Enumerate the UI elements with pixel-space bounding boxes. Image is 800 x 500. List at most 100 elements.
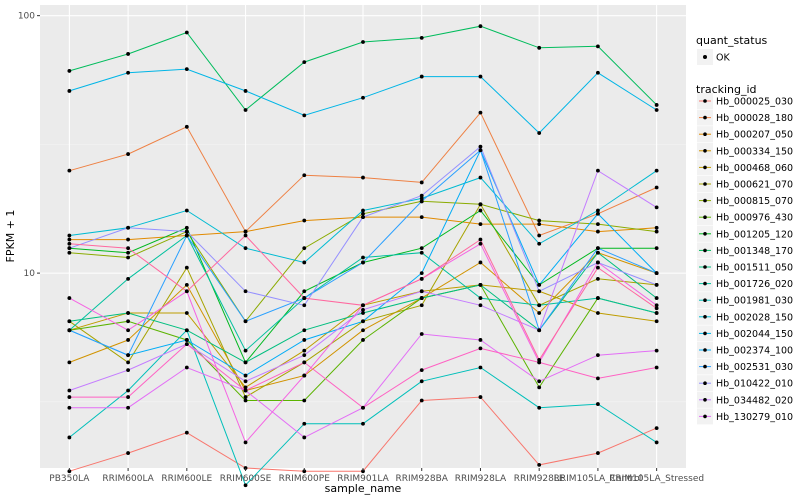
data-point bbox=[478, 144, 483, 149]
data-point bbox=[184, 124, 189, 129]
series-points bbox=[67, 24, 659, 488]
data-point bbox=[243, 379, 248, 384]
data-point bbox=[654, 185, 659, 190]
data-point bbox=[537, 311, 542, 315]
data-point bbox=[243, 388, 248, 393]
data-point bbox=[478, 346, 483, 351]
legend-point-key bbox=[703, 55, 707, 59]
data-point bbox=[478, 208, 483, 213]
data-point bbox=[654, 306, 659, 311]
x-tick-label: RRIM928BA bbox=[396, 474, 449, 484]
data-point bbox=[654, 282, 659, 287]
legend-point-key bbox=[703, 265, 707, 269]
data-point bbox=[126, 276, 130, 281]
data-point bbox=[419, 250, 424, 255]
data-point bbox=[302, 246, 307, 251]
data-point bbox=[654, 205, 659, 210]
legend-series-label: Hb_000207_050 bbox=[716, 130, 793, 141]
data-point bbox=[302, 218, 307, 223]
legend-series-label: Hb_001511_050 bbox=[716, 263, 793, 274]
x-axis-title: sample_name bbox=[325, 482, 402, 495]
legend-quant-label: OK bbox=[716, 53, 730, 64]
legend-series-label: Hb_130279_010 bbox=[716, 412, 793, 423]
data-point bbox=[537, 328, 542, 333]
data-point bbox=[596, 451, 600, 455]
data-point bbox=[361, 338, 365, 342]
x-tick-label: RRIM928LA bbox=[455, 474, 507, 484]
data-point bbox=[361, 211, 365, 216]
data-point bbox=[596, 353, 600, 358]
data-point bbox=[419, 276, 424, 281]
data-point bbox=[419, 398, 424, 403]
legend-point-key bbox=[703, 182, 707, 186]
legend-series-label: Hb_000815_070 bbox=[716, 196, 793, 207]
data-point bbox=[67, 395, 72, 399]
legend-point-key bbox=[703, 248, 707, 253]
legend-tracking-title: tracking_id bbox=[696, 83, 757, 96]
data-point bbox=[243, 440, 248, 445]
data-point bbox=[361, 215, 365, 220]
data-point bbox=[184, 289, 189, 294]
legend-series-label: Hb_000334_150 bbox=[716, 146, 793, 157]
data-point bbox=[596, 376, 600, 381]
data-point bbox=[184, 67, 189, 72]
data-point bbox=[184, 265, 189, 270]
data-point bbox=[478, 237, 483, 242]
data-point bbox=[537, 462, 542, 467]
data-point bbox=[537, 131, 542, 135]
data-point bbox=[184, 311, 189, 315]
data-point bbox=[302, 360, 307, 365]
data-point bbox=[654, 319, 659, 324]
data-point bbox=[654, 303, 659, 308]
data-point bbox=[361, 95, 365, 100]
data-point bbox=[126, 52, 130, 56]
legend-point-key bbox=[703, 298, 707, 303]
data-point bbox=[596, 402, 600, 406]
data-point bbox=[184, 430, 189, 435]
data-point bbox=[67, 233, 72, 238]
data-point bbox=[419, 196, 424, 201]
legend-tracking-entries: Hb_000025_030 Hb_000028_180 Hb_000207_050 H… bbox=[697, 93, 793, 425]
data-point bbox=[184, 342, 189, 347]
data-point bbox=[478, 110, 483, 115]
x-tick-label: RRIM901LA bbox=[337, 474, 389, 484]
data-point bbox=[67, 328, 72, 333]
legend-series-label: Hb_000025_030 bbox=[716, 97, 793, 108]
data-point bbox=[302, 373, 307, 378]
data-point bbox=[67, 360, 72, 365]
data-point bbox=[67, 168, 72, 173]
data-point bbox=[361, 311, 365, 315]
data-point bbox=[243, 319, 248, 324]
data-point bbox=[419, 215, 424, 220]
data-point bbox=[537, 385, 542, 390]
data-point bbox=[243, 483, 248, 488]
legend: quant_status OK tracking_id Hb_000025_03… bbox=[696, 34, 793, 425]
legend-point-key bbox=[703, 132, 707, 136]
x-tick-label: RRIM105LA_Stressed bbox=[609, 474, 704, 484]
data-point bbox=[126, 225, 130, 230]
legend-point-key bbox=[703, 315, 707, 319]
data-point bbox=[361, 40, 365, 44]
data-point bbox=[361, 319, 365, 324]
data-point bbox=[184, 365, 189, 370]
data-point bbox=[654, 271, 659, 276]
data-point bbox=[654, 365, 659, 370]
data-point bbox=[243, 348, 248, 353]
data-point bbox=[654, 348, 659, 353]
data-point bbox=[302, 338, 307, 342]
data-point bbox=[654, 225, 659, 230]
data-point bbox=[537, 45, 542, 50]
data-point bbox=[419, 246, 424, 251]
data-point bbox=[419, 368, 424, 373]
data-point bbox=[478, 222, 483, 227]
legend-series-label: Hb_001726_020 bbox=[716, 279, 793, 290]
x-tick-label: RRIM600LA bbox=[102, 474, 154, 484]
legend-point-key bbox=[703, 364, 707, 369]
data-point bbox=[654, 440, 659, 445]
data-point bbox=[596, 276, 600, 281]
grid-major bbox=[40, 5, 686, 468]
data-point bbox=[419, 199, 424, 204]
data-point bbox=[184, 328, 189, 333]
data-point bbox=[67, 405, 72, 410]
